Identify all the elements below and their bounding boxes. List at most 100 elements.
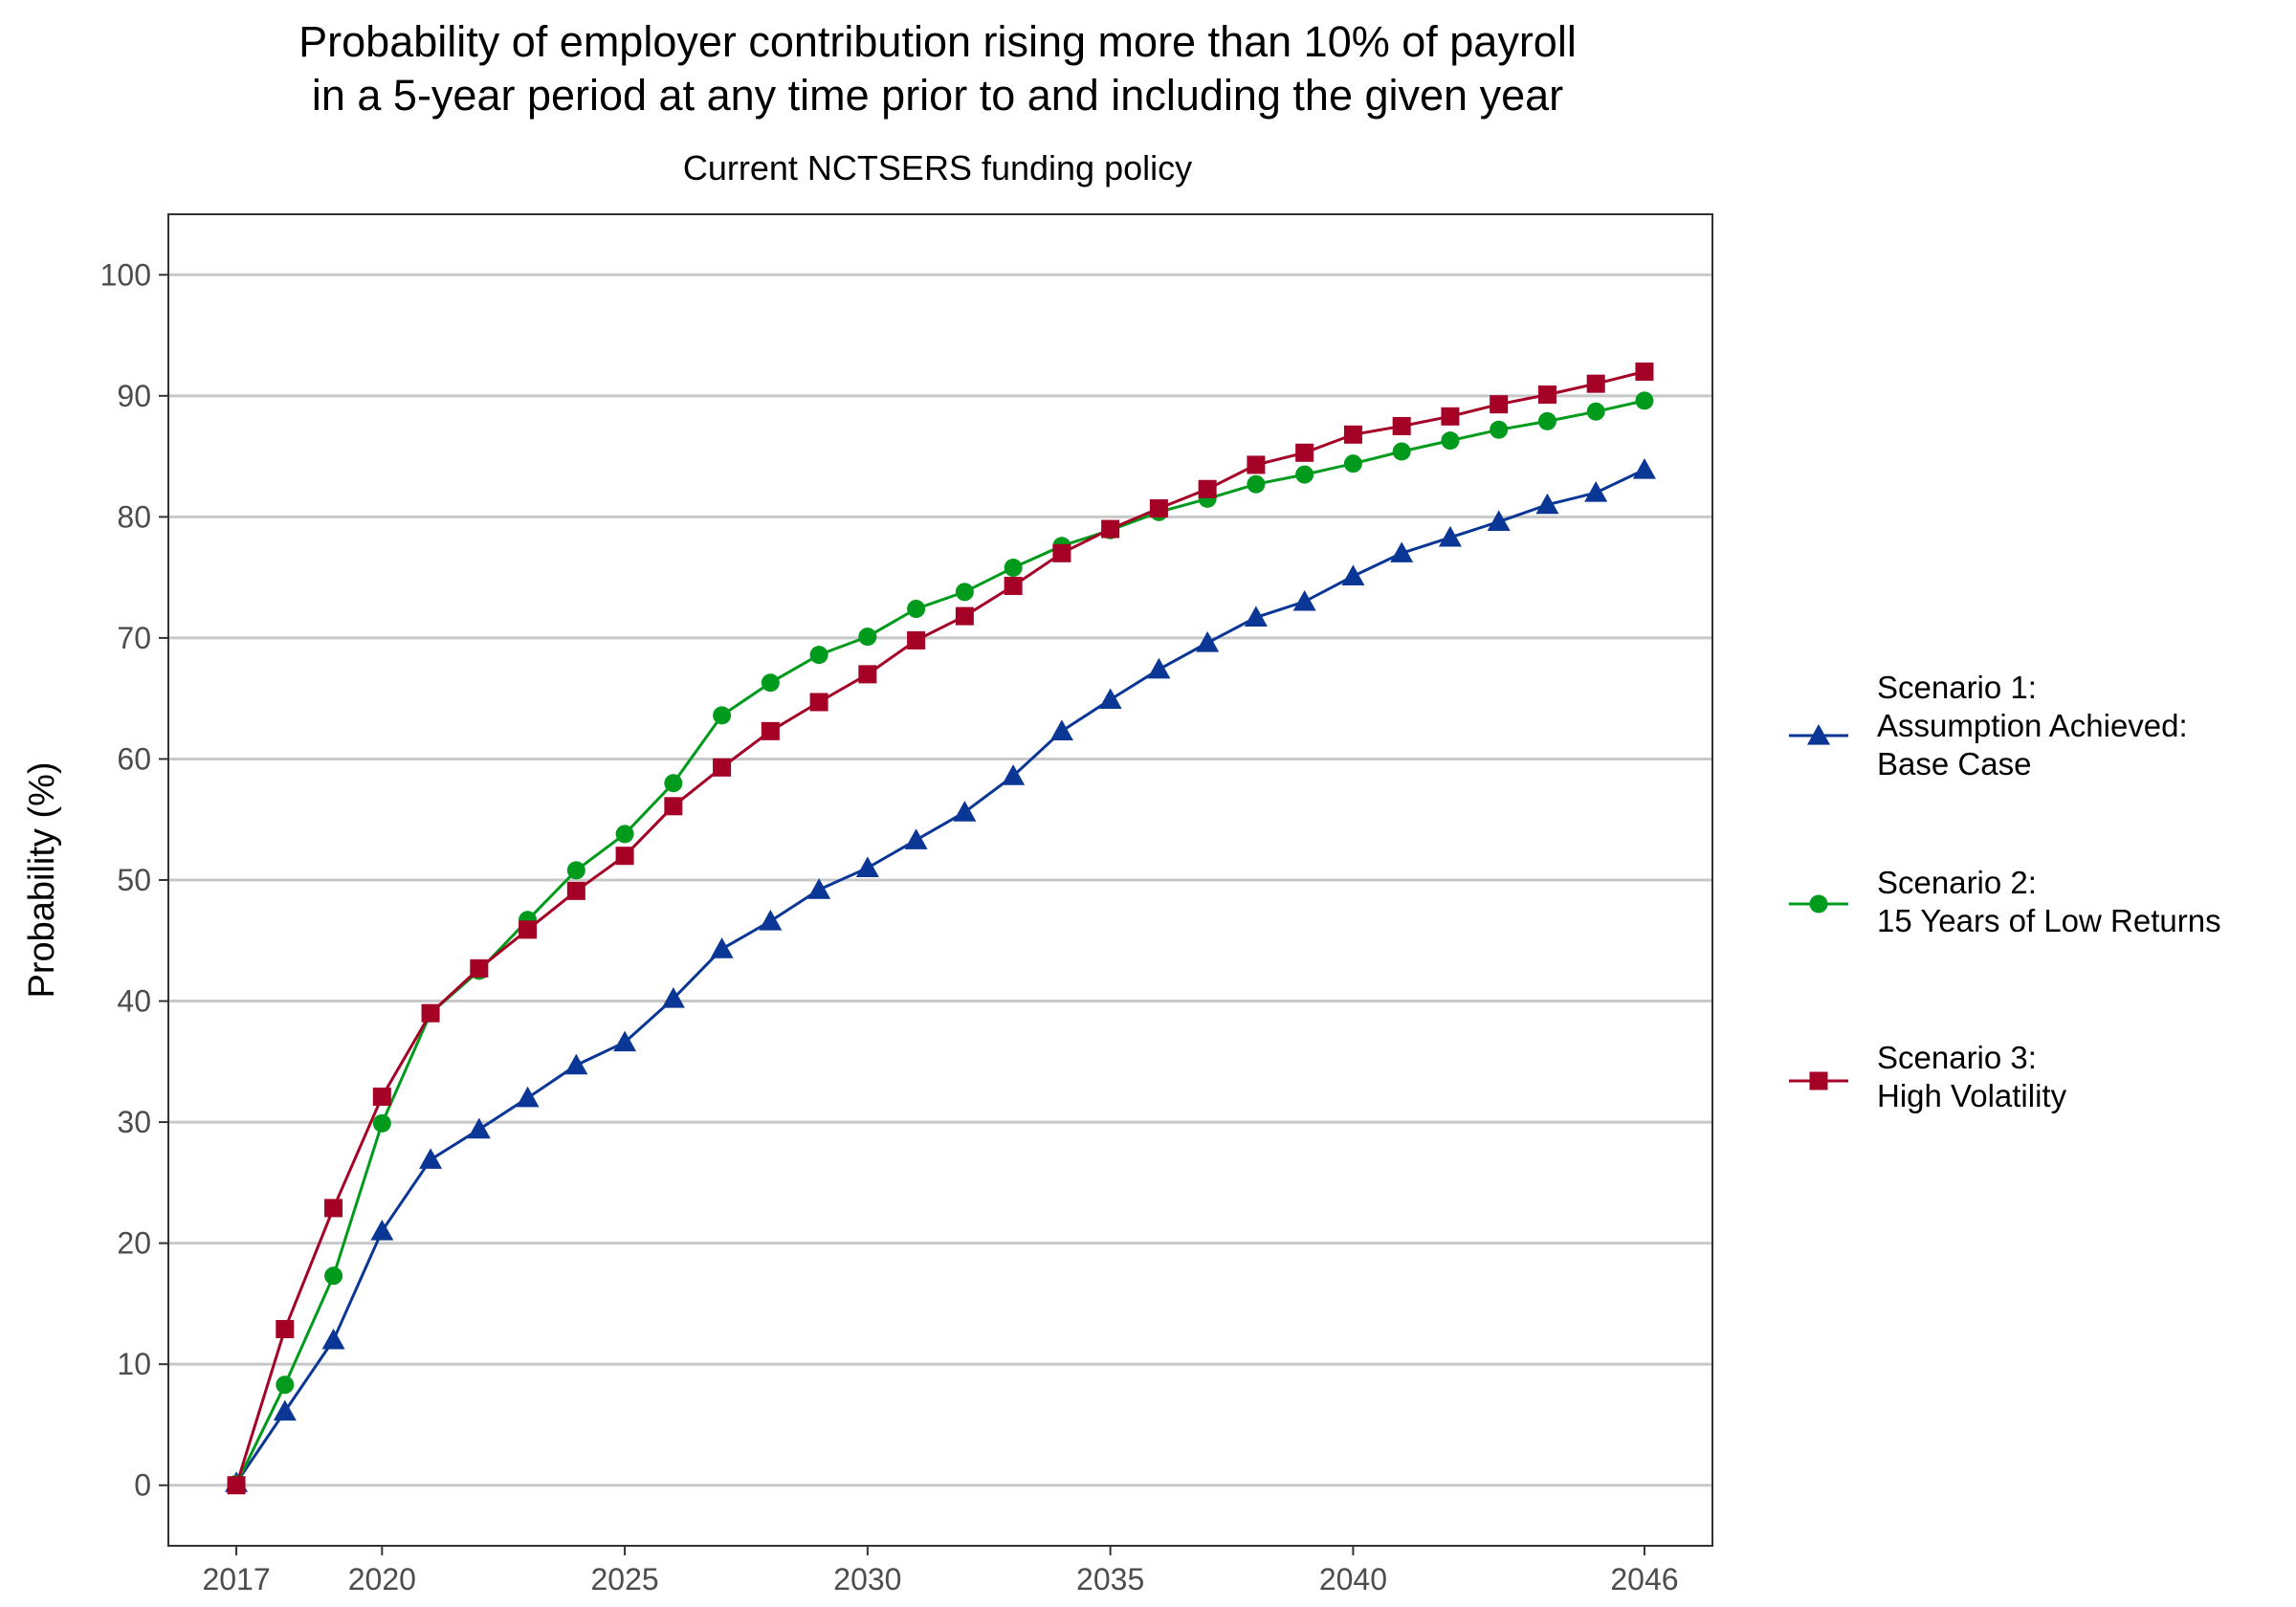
series-3-point [907,630,926,649]
series-1-point [370,1219,394,1241]
series-3-point [713,758,732,777]
series-1-point [1487,510,1511,532]
series-3-point [227,1476,246,1495]
y-tick-label: 80 [117,499,151,534]
series-1-point [1049,719,1073,740]
y-tick-label: 40 [117,984,151,1019]
legend-item-3: Scenario 3:High Volatility [1789,1040,2067,1113]
x-tick-label: 2030 [833,1562,901,1596]
series-2-point [809,646,828,665]
legend-item-2: Scenario 2:15 Years of Low Returns [1789,865,2221,938]
series-1-point [564,1053,588,1075]
series-3-point [1537,385,1556,405]
x-tick-label: 2046 [1610,1562,1678,1596]
series-2-point [324,1266,343,1286]
series-3-point [372,1088,391,1107]
series-3-point [1490,395,1509,414]
legend-label-line: Scenario 2: [1877,865,2037,900]
series-3 [227,363,1654,1495]
series-2-point [713,706,732,725]
series-3-point [1295,443,1314,462]
series-1-point [273,1399,297,1421]
series-2-point [1247,474,1266,494]
series-2-point [1537,411,1556,430]
series-2-point [1441,431,1460,451]
series-1-point [1535,493,1559,515]
y-tick-label: 50 [117,863,151,897]
series-2-point [955,583,974,602]
series-1-point [1341,564,1365,585]
series-1-point [1390,541,1414,562]
legend-label-line: Base Case [1877,746,2031,781]
legend-key-marker [1807,724,1830,745]
series-2-point [1004,559,1023,578]
series-3-point [1343,425,1362,444]
series-1-point [467,1117,491,1139]
series-2-point [907,600,926,619]
y-tick-label: 10 [117,1347,151,1381]
series-1-point [661,987,685,1008]
legend-label-line: Scenario 1: [1877,670,2037,705]
series-2-point [761,673,780,693]
series-1-point [516,1086,540,1108]
y-tick-label: 70 [117,621,151,655]
series-3-point [955,606,974,626]
y-tick-label: 30 [117,1105,151,1139]
series-1-point [1438,525,1462,547]
x-tick-label: 2035 [1076,1562,1144,1596]
series-3-point [1392,416,1411,435]
y-tick-label: 90 [117,379,151,413]
series-1-point [1632,458,1656,479]
series-3-point [761,721,780,740]
series-2-point [858,627,877,647]
series-1-line [234,468,1645,1485]
series-1-point [807,878,831,899]
series-layer [225,363,1656,1495]
series-1-point [419,1148,443,1169]
series-2-line [234,399,1645,1486]
series-2-point [615,825,634,844]
series-3-point [566,881,585,900]
series-3-point [1149,499,1168,518]
series-2-point [566,861,585,880]
series-3-point [519,920,538,939]
chart-subtitle: Current NCTSERS funding policy [682,148,1193,187]
series-3-point [809,693,828,712]
series-1-point [1147,657,1171,679]
series-3-point [1052,543,1071,562]
legend-label-line: Scenario 3: [1877,1040,2037,1075]
series-3-point [421,1003,440,1023]
series-2-point [1343,454,1362,473]
series-2-point [276,1376,295,1395]
series-1-point [904,828,928,849]
chart-title: Probability of employer contribution ris… [0,15,1875,122]
series-3-point [470,958,489,978]
y-tick-label: 60 [117,741,151,776]
series-3-point [1198,479,1217,498]
legend-label-line: High Volatility [1877,1078,2067,1113]
series-1-point [1584,481,1608,502]
series-2-point [1635,391,1654,410]
series-3-point [276,1319,295,1338]
series-1-point [855,856,879,877]
y-tick-label: 0 [134,1468,151,1503]
series-3-point [1004,576,1023,595]
series-2-point [664,774,683,793]
series-3-point [1247,455,1266,474]
series-1-point [1196,630,1220,652]
series-1-point [1002,764,1026,785]
series-3-point [615,847,634,866]
series-1-point [613,1030,637,1052]
series-1-point [710,937,734,958]
series-1-point [953,801,977,822]
legend-key-marker [1809,894,1828,914]
x-tick-label: 2017 [202,1562,270,1596]
series-2-point [1490,420,1509,439]
x-tick-label: 2020 [348,1562,416,1596]
series-2-point [1295,465,1314,484]
gridlines [168,273,1712,1487]
series-1-point [321,1328,345,1350]
series-3-point [1441,407,1460,426]
